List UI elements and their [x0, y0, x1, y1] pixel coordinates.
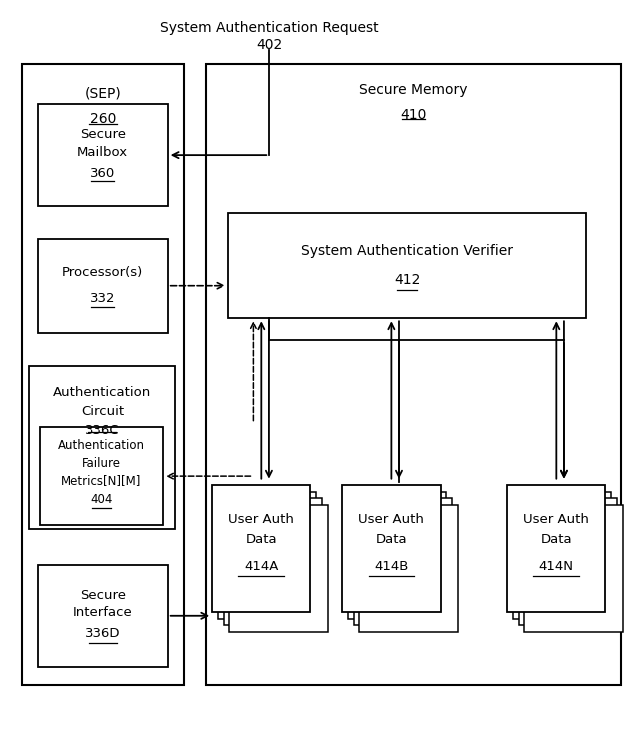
Bar	[206, 64, 621, 685]
Bar	[348, 492, 446, 618]
Text: Data: Data	[541, 534, 572, 547]
Text: User Auth: User Auth	[358, 513, 424, 526]
Bar	[513, 492, 611, 618]
Bar	[22, 64, 184, 685]
Bar	[38, 105, 168, 206]
Text: 412: 412	[394, 273, 420, 287]
Text: 404: 404	[90, 493, 113, 506]
Text: 360: 360	[90, 167, 115, 180]
Bar	[40, 427, 163, 525]
Text: Secure Memory: Secure Memory	[359, 83, 468, 96]
Text: User Auth: User Auth	[228, 513, 294, 526]
Text: Mailbox: Mailbox	[77, 145, 128, 159]
Text: Data: Data	[246, 534, 277, 547]
Text: User Auth: User Auth	[524, 513, 589, 526]
Text: 336C: 336C	[85, 423, 120, 436]
Text: 414N: 414N	[539, 560, 574, 573]
Text: (SEP): (SEP)	[84, 86, 121, 100]
Bar	[223, 499, 322, 625]
Text: 414B: 414B	[374, 560, 408, 573]
Text: Data: Data	[376, 534, 407, 547]
Bar	[38, 238, 168, 333]
Text: Authentication: Authentication	[58, 439, 145, 452]
Text: 410: 410	[401, 108, 427, 122]
Bar	[38, 565, 168, 667]
Text: 332: 332	[90, 292, 115, 306]
Bar	[507, 485, 605, 612]
Text: Interface: Interface	[73, 607, 132, 619]
Text: 260: 260	[90, 112, 116, 126]
Text: System Authentication Request: System Authentication Request	[160, 21, 378, 35]
Text: Secure: Secure	[80, 129, 125, 141]
Bar	[342, 485, 440, 612]
Text: Processor(s): Processor(s)	[62, 266, 143, 279]
Text: Authentication: Authentication	[53, 386, 152, 399]
Text: Metrics[N][M]: Metrics[N][M]	[61, 474, 141, 487]
Bar	[354, 499, 452, 625]
Bar	[524, 505, 623, 632]
Text: System Authentication Verifier: System Authentication Verifier	[301, 244, 513, 258]
Text: 336D: 336D	[85, 627, 120, 640]
Bar	[228, 213, 586, 318]
Bar	[29, 366, 175, 529]
Bar	[229, 505, 328, 632]
Text: Circuit: Circuit	[81, 405, 124, 417]
Text: 414A: 414A	[244, 560, 278, 573]
Text: 402: 402	[256, 38, 282, 52]
Bar	[218, 492, 316, 618]
Text: Secure: Secure	[80, 589, 125, 602]
Bar	[212, 485, 310, 612]
Text: Failure: Failure	[82, 457, 121, 469]
Bar	[518, 499, 617, 625]
Bar	[359, 505, 458, 632]
